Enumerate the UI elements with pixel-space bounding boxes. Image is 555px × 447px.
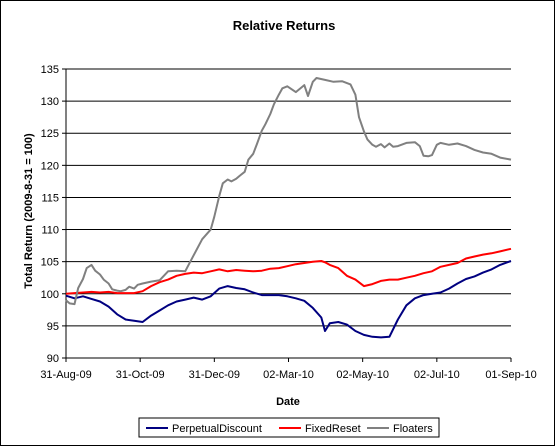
x-tick-label: 02-Jul-10	[414, 369, 460, 381]
series-line-perpetualdiscount	[65, 260, 512, 339]
legend: PerpetualDiscount FixedReset Floaters	[138, 417, 440, 438]
x-tick-label: 31-Dec-09	[189, 369, 240, 381]
y-tick-label: 100	[41, 289, 59, 301]
grid-lines	[66, 68, 511, 327]
series-line-fixedreset	[65, 247, 512, 295]
legend-label: PerpetualDiscount	[172, 423, 262, 435]
y-tick-label: 105	[41, 257, 59, 269]
y-tick-label: 125	[41, 128, 59, 140]
y-tick-label: 130	[41, 96, 59, 108]
y-tick-label: 110	[41, 225, 59, 237]
x-tick-label: 02-Mar-10	[263, 369, 314, 381]
x-tick-label: 31-Oct-09	[116, 369, 165, 381]
x-axis-title: Date	[276, 396, 300, 408]
x-tick-label: 02-May-10	[336, 369, 389, 381]
y-tick-label: 120	[41, 160, 59, 172]
x-tick-label: 31-Aug-09	[40, 369, 91, 381]
y-tick-label: 135	[41, 64, 59, 76]
legend-label: FixedReset	[305, 423, 361, 435]
y-tick-label: 95	[47, 321, 59, 333]
axes: 90 95 100 105 110 115 120 125 130 135 31-Aug-09 31-…	[40, 64, 536, 381]
series-lines	[65, 77, 512, 339]
chart-title: Relative Returns	[233, 18, 336, 33]
legend-label: Floaters	[393, 423, 433, 435]
y-tick-label: 90	[47, 353, 59, 365]
y-axis-title: Total Return (2009-8-31 = 100)	[23, 133, 35, 289]
series-line-floaters	[65, 77, 512, 306]
x-tick-label: 01-Sep-10	[485, 369, 536, 381]
y-tick-label: 115	[41, 192, 59, 204]
